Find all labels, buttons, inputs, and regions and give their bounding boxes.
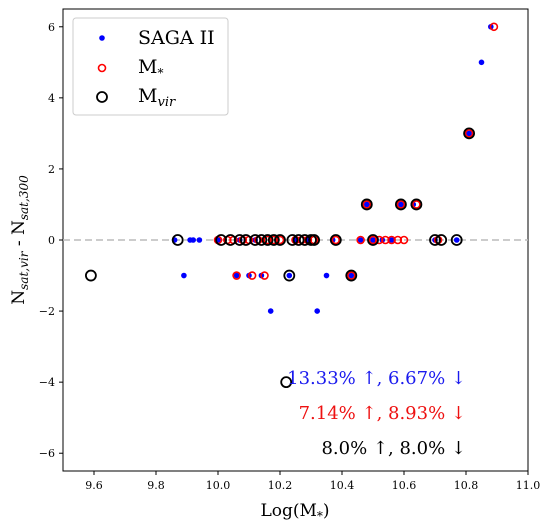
points-saga-point-4 [196, 237, 203, 243]
points-mstar-point-8 [260, 271, 269, 280]
legend-label-mvir: Mvir [138, 85, 176, 110]
points-mstar-point-25 [396, 200, 406, 209]
x-tick-label-0: 9.6 [85, 479, 103, 492]
points-saga-point-28 [453, 237, 460, 243]
y-tick-label-5: 4 [48, 92, 55, 105]
points-saga-point-20 [357, 237, 364, 243]
x-tick-label-2: 10.0 [206, 479, 231, 492]
points-mvir-point-0 [85, 269, 97, 282]
annotation-mstar: 7.14% ↑, 8.93% ↓ [299, 403, 466, 424]
points-saga-point-24 [388, 237, 395, 243]
y-tick-label-6: 6 [48, 21, 55, 34]
points-saga-point-22 [370, 237, 376, 243]
points-mstar-point-27 [412, 200, 421, 209]
x-tick-label-1: 9.8 [147, 479, 165, 492]
points-mvir-point-6 [249, 234, 262, 246]
y-tick-label-0: −6 [39, 447, 55, 460]
points-saga-point-6 [233, 272, 240, 279]
points-mstar-point-18 [356, 235, 365, 245]
legend: SAGA II M* Mvir [72, 17, 229, 116]
x-tick-label-6: 10.8 [454, 479, 479, 492]
points-mvir-point-25 [435, 234, 448, 246]
y-tick-label-2: −2 [39, 305, 55, 318]
points-saga-point-30 [478, 59, 485, 66]
annotation-mvir: 8.0% ↑, 8.0% ↓ [321, 438, 466, 459]
points-mvir-point-13 [286, 234, 299, 246]
points-mvir-point-4 [233, 234, 246, 246]
points-mstar-point-17 [346, 271, 356, 280]
legend-box [72, 17, 229, 116]
points-saga-point-13 [286, 272, 293, 279]
x-tick-label-7: 11.0 [516, 479, 541, 492]
points-saga-point-1 [181, 272, 187, 279]
points-mvir-point-26 [450, 234, 463, 246]
points-saga-point-25 [398, 201, 404, 208]
points-saga-point-11 [267, 308, 274, 314]
x-axis-label: Log(M*) [260, 501, 329, 523]
x-tick-label-4: 10.4 [330, 479, 355, 492]
points-mvir-point-23 [410, 198, 423, 211]
points-saga-point-3 [190, 237, 196, 243]
points-mstar-point-11 [275, 235, 285, 245]
annotation-saga: 13.33% ↑, 6.67% ↓ [287, 368, 466, 389]
legend-marker-mvir [96, 91, 108, 103]
x-axis-ticks: 9.6 9.8 10.0 10.2 10.4 10.6 10.8 11.0 [85, 471, 540, 492]
points-mstar-point-16 [331, 235, 341, 245]
points-mstar-point-9 [263, 235, 272, 245]
points-mvir-point-11 [280, 376, 293, 389]
points-mstar-point-6 [247, 271, 257, 280]
points-mvir-point-21 [367, 234, 379, 246]
points-mvir-point-10 [274, 234, 286, 246]
points-saga-point-29 [466, 130, 472, 137]
points-saga-point-17 [323, 272, 330, 279]
points-mvir-point-27 [463, 127, 476, 140]
points-saga-point-19 [348, 272, 355, 279]
points-mvir-point-7 [255, 234, 268, 246]
points-mvir-point-8 [261, 234, 274, 246]
points-mvir-point-9 [267, 234, 280, 246]
y-axis-ticks: −6 −4 −2 0 2 4 6 [39, 21, 63, 460]
points-mvir-point-22 [394, 198, 407, 211]
points-mvir-point-20 [360, 198, 373, 211]
points-mvir-point-17 [308, 234, 321, 246]
y-tick-label-4: 2 [48, 163, 55, 176]
mvir-points [85, 127, 476, 389]
points-mvir-point-24 [429, 234, 441, 246]
points-mvir-point-12 [283, 269, 296, 282]
points-mstar-point-19 [362, 200, 372, 209]
legend-label-saga: SAGA II [138, 27, 215, 49]
legend-marker-saga [99, 35, 105, 41]
points-mstar-point-21 [374, 235, 384, 245]
points-saga-point-16 [314, 308, 321, 314]
points-mstar-point-23 [387, 235, 396, 245]
points-mstar-point-29 [464, 129, 474, 138]
x-tick-label-3: 10.2 [268, 479, 293, 492]
points-mstar-point-3 [232, 271, 241, 280]
points-mvir-point-19 [345, 269, 358, 282]
points-mvir-point-14 [292, 234, 305, 246]
legend-marker-mstar [97, 63, 107, 73]
points-mvir-point-18 [329, 234, 342, 246]
points-mstar-point-26 [399, 235, 409, 245]
points-mvir-point-1 [171, 234, 184, 246]
y-tick-label-1: −4 [39, 376, 55, 389]
points-mstar-point-30 [489, 22, 499, 32]
points-saga-point-21 [364, 201, 370, 208]
x-tick-label-5: 10.6 [392, 479, 417, 492]
y-tick-label-3: 0 [48, 234, 55, 247]
y-axis-label: Nsat,vir - Nsat,300 [9, 175, 31, 305]
legend-label-mstar: M* [138, 56, 163, 80]
